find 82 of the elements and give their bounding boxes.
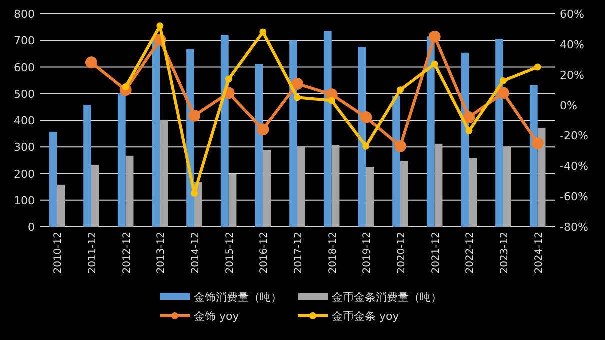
y2-tick-label: 0% bbox=[560, 99, 578, 112]
y2-tick-label: -60% bbox=[560, 190, 588, 204]
point bbox=[500, 77, 507, 84]
point bbox=[191, 190, 198, 198]
point bbox=[188, 110, 200, 122]
bar bbox=[92, 164, 100, 227]
bar bbox=[400, 160, 408, 227]
bar bbox=[324, 31, 332, 227]
bar bbox=[160, 120, 168, 227]
bar bbox=[298, 146, 306, 227]
x-tick-label: 2016-12 bbox=[259, 232, 270, 274]
x-tick-label: 2012-12 bbox=[122, 232, 133, 274]
point bbox=[463, 111, 476, 124]
bar bbox=[469, 158, 478, 227]
y2-tick-label: 20% bbox=[560, 68, 584, 82]
x-tick-label: 2023-12 bbox=[500, 232, 510, 274]
x-tick-label: 2010-12 bbox=[53, 232, 64, 274]
y-tick-label: 500 bbox=[14, 88, 35, 101]
bar bbox=[57, 184, 66, 227]
x-tick-label: 2024-12 bbox=[534, 232, 545, 274]
point bbox=[431, 60, 438, 68]
y-tick-label: 200 bbox=[14, 168, 35, 181]
bar bbox=[426, 36, 435, 227]
y2-tick-label: -40% bbox=[560, 160, 588, 174]
bar bbox=[392, 96, 400, 227]
bar bbox=[255, 64, 264, 227]
bar bbox=[126, 156, 134, 227]
y2-tick-label: -20% bbox=[560, 130, 588, 143]
point bbox=[466, 128, 473, 135]
point bbox=[156, 22, 164, 30]
x-tick-label: 2018-12 bbox=[328, 232, 339, 274]
point bbox=[534, 64, 542, 71]
x-tick-label: 2019-12 bbox=[362, 232, 374, 274]
point bbox=[532, 137, 544, 150]
bar bbox=[332, 144, 340, 227]
y2-tick-label: -80% bbox=[560, 221, 588, 234]
bar bbox=[434, 144, 443, 227]
legend-label: 金币金条消费量（吨） bbox=[332, 291, 442, 304]
y2-tick-label: 40% bbox=[560, 38, 584, 52]
bar bbox=[504, 147, 512, 227]
x-tick-label: 2017-12 bbox=[294, 232, 304, 274]
y2-tick-label: 60% bbox=[560, 8, 584, 21]
bar bbox=[220, 35, 229, 227]
bar bbox=[290, 40, 298, 227]
y-tick-label: 400 bbox=[14, 114, 35, 128]
x-tick-label: 2011-12 bbox=[88, 232, 98, 274]
legend-label: 金饰消费量（吨） bbox=[194, 291, 282, 304]
point bbox=[362, 142, 370, 150]
bar bbox=[49, 132, 58, 227]
x-tick-label: 2022-12 bbox=[465, 232, 476, 274]
x-tick-label: 2015-12 bbox=[224, 232, 236, 274]
point bbox=[260, 28, 267, 36]
bar bbox=[530, 85, 538, 227]
point bbox=[225, 76, 232, 83]
point bbox=[498, 87, 510, 100]
point bbox=[292, 78, 304, 90]
point bbox=[360, 111, 372, 124]
point bbox=[394, 140, 406, 152]
x-tick-label: 2013-12 bbox=[156, 232, 168, 274]
y-tick-label: 300 bbox=[14, 141, 35, 154]
y-tick-label: 100 bbox=[14, 194, 35, 208]
y-tick-label: 700 bbox=[14, 34, 35, 48]
point bbox=[294, 94, 301, 102]
point bbox=[257, 124, 270, 136]
y-tick-label: 800 bbox=[14, 8, 35, 21]
x-tick-label: 2020-12 bbox=[396, 232, 408, 274]
legend-label: 金币金条 yoy bbox=[332, 310, 400, 323]
bar bbox=[263, 150, 272, 227]
point bbox=[328, 97, 336, 104]
bar bbox=[366, 167, 374, 227]
point bbox=[86, 56, 98, 69]
x-tick-label: 2021-12 bbox=[430, 232, 442, 274]
y-tick-label: 600 bbox=[14, 61, 35, 74]
bar bbox=[118, 93, 126, 227]
point bbox=[397, 86, 404, 94]
bar bbox=[496, 39, 504, 227]
bar bbox=[228, 174, 237, 227]
point bbox=[428, 30, 441, 43]
y-tick-label: 0 bbox=[28, 221, 35, 234]
legend-label: 金饰 yoy bbox=[194, 310, 240, 323]
x-tick-label: 2014-12 bbox=[190, 232, 202, 274]
bar bbox=[84, 105, 92, 227]
